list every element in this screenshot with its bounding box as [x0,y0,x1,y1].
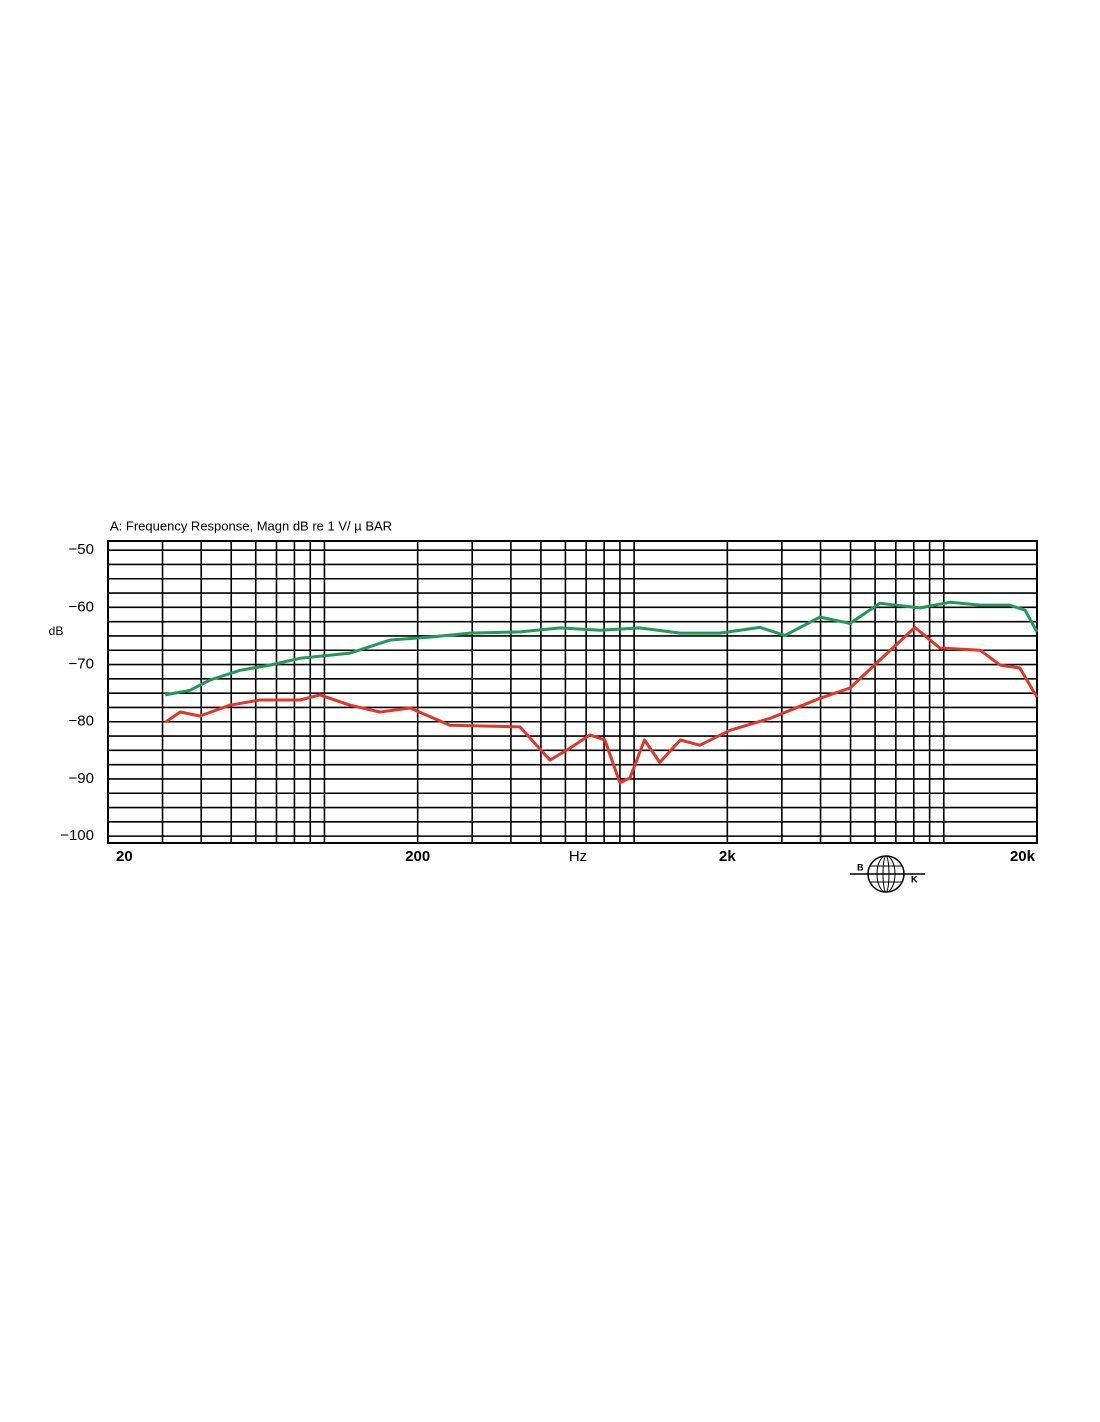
logo: B K [850,855,925,893]
y-tick-label: −100 [60,827,94,844]
x-tick-label: 20 [116,848,133,865]
y-tick-label: −80 [69,713,94,730]
logo-letter: K [911,874,918,884]
y-tick-label: −50 [69,541,94,558]
x-tick-label: 20k [1010,848,1036,865]
x-tick-label: 2k [719,848,736,865]
y-tick-label: −60 [69,598,94,615]
y-axis-label: dB [49,624,64,638]
y-tick-label: −90 [69,770,94,787]
series-line [164,600,1039,697]
series-line [164,625,1039,785]
plot-frame [107,540,1038,844]
y-tick-label: −70 [69,656,94,673]
x-axis-label: Hz [569,848,587,865]
logo-letter: B [857,862,864,872]
x-tick-label: 200 [405,848,430,865]
chart-title: A: Frequency Response, Magn dB re 1 V/ µ… [110,518,392,533]
